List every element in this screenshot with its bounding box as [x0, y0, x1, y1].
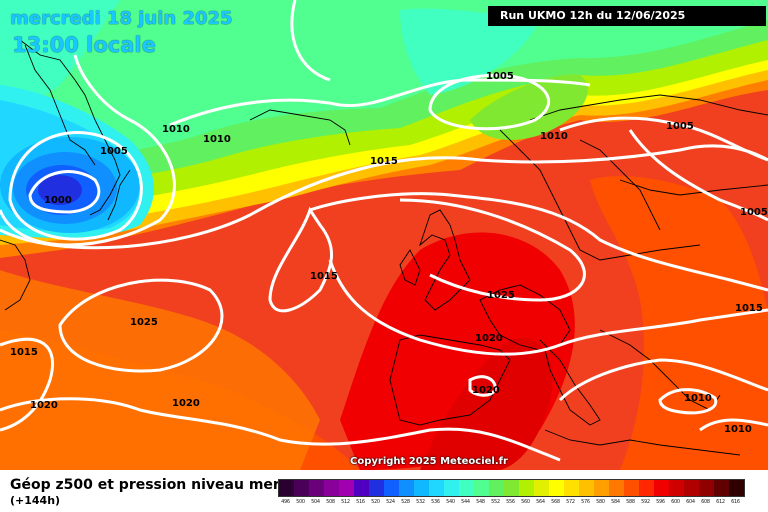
legend-label: 524 — [386, 499, 395, 505]
legend-label: 596 — [656, 499, 665, 505]
model-run-badge: Run UKMO 12h du 12/06/2025 — [488, 6, 766, 26]
legend-swatch — [714, 480, 729, 496]
isobar-label: 1005 — [100, 146, 128, 157]
legend-swatch — [564, 480, 579, 496]
legend-label: 568 — [551, 499, 560, 505]
isobar-label: 1010 — [684, 393, 712, 404]
isobar-label: 1015 — [10, 347, 38, 358]
isobar-label: 1005 — [740, 207, 768, 218]
legend-label: 584 — [611, 499, 620, 505]
legend-label: 552 — [491, 499, 500, 505]
legend-label: 564 — [536, 499, 545, 505]
legend-swatch — [429, 480, 444, 496]
legend-swatch — [534, 480, 549, 496]
legend-label: 544 — [461, 499, 470, 505]
isobar-label: 1025 — [130, 317, 158, 328]
copyright: Copyright 2025 Meteociel.fr — [350, 456, 508, 467]
isobar-label: 1015 — [370, 156, 398, 167]
legend-label: 592 — [641, 499, 650, 505]
isobar-label: 1015 — [735, 303, 763, 314]
legend-label: 520 — [371, 499, 380, 505]
legend-label: 500 — [296, 499, 305, 505]
legend-swatch — [669, 480, 684, 496]
legend-label: 560 — [521, 499, 530, 505]
legend-swatch — [549, 480, 564, 496]
isobar-label: 1005 — [666, 121, 694, 132]
legend-swatch — [369, 480, 384, 496]
legend-label: 528 — [401, 499, 410, 505]
legend-swatch — [414, 480, 429, 496]
coastlines — [0, 39, 768, 456]
isobar-label: 1025 — [487, 290, 515, 301]
legend-label: 576 — [581, 499, 590, 505]
legend-swatch — [354, 480, 369, 496]
legend-swatch — [489, 480, 504, 496]
legend-label: 608 — [701, 499, 710, 505]
legend-swatch — [324, 480, 339, 496]
isobar-label: 1020 — [472, 385, 500, 396]
legend-label: 512 — [341, 499, 350, 505]
legend-labels: 496 500 504 508 512 516 520 524 528 532 536 540 544 5… — [278, 497, 745, 505]
legend-label: 604 — [686, 499, 695, 505]
legend-swatch — [639, 480, 654, 496]
legend-label: 532 — [416, 499, 425, 505]
legend-swatch — [504, 480, 519, 496]
isobar-labels: 1000 1005 1010 1010 1005 1010 1015 1005 … — [10, 71, 768, 435]
forecast-time: 13:00 locale — [12, 33, 156, 57]
legend-swatch — [444, 480, 459, 496]
legend-label: 600 — [671, 499, 680, 505]
legend-swatch — [594, 480, 609, 496]
legend-swatch — [279, 480, 294, 496]
legend-swatch — [654, 480, 669, 496]
isobar-label: 1020 — [172, 398, 200, 409]
legend-swatch — [624, 480, 639, 496]
legend-label: 508 — [326, 499, 335, 505]
legend-label: 536 — [431, 499, 440, 505]
legend-label: 580 — [596, 499, 605, 505]
isobar-label: 1010 — [203, 134, 231, 145]
legend-label: 504 — [311, 499, 320, 505]
isobar-label: 1010 — [540, 131, 568, 142]
forecast-date: mercredi 18 juin 2025 — [10, 8, 233, 29]
legend-swatch — [384, 480, 399, 496]
legend-swatch — [459, 480, 474, 496]
legend-swatch — [519, 480, 534, 496]
weather-map: 1000 1005 1010 1010 1005 1010 1015 1005 … — [0, 0, 768, 470]
isobar-label: 1000 — [44, 195, 72, 206]
isobars — [0, 0, 768, 462]
legend-swatch — [294, 480, 309, 496]
legend-swatch — [609, 480, 624, 496]
isobar-label: 1010 — [162, 124, 190, 135]
isobar-label: 1020 — [475, 333, 503, 344]
legend-swatch — [579, 480, 594, 496]
legend-swatch — [309, 480, 324, 496]
legend-label: 496 — [281, 499, 290, 505]
legend-label: 588 — [626, 499, 635, 505]
legend-label: 616 — [731, 499, 740, 505]
legend-swatches — [278, 479, 745, 497]
legend-swatch — [474, 480, 489, 496]
legend-swatch — [699, 480, 714, 496]
geopotential-field — [0, 0, 768, 470]
product-title: Géop z500 et pression niveau mer — [10, 477, 280, 493]
legend-label: 612 — [716, 499, 725, 505]
legend-label: 572 — [566, 499, 575, 505]
legend-swatch — [399, 480, 414, 496]
lead-time: (+144h) — [10, 494, 61, 507]
legend-label: 548 — [476, 499, 485, 505]
isobar-label: 1005 — [486, 71, 514, 82]
legend-swatch — [339, 480, 354, 496]
legend-label: 540 — [446, 499, 455, 505]
isobar-label: 1020 — [30, 400, 58, 411]
legend-swatch — [729, 480, 744, 496]
isobar-label: 1010 — [724, 424, 752, 435]
color-legend: 496 500 504 508 512 516 520 524 528 532 536 540 544 5… — [278, 479, 745, 509]
legend-label: 556 — [506, 499, 515, 505]
legend-swatch — [684, 480, 699, 496]
isobar-label: 1015 — [310, 271, 338, 282]
legend-label: 516 — [356, 499, 365, 505]
